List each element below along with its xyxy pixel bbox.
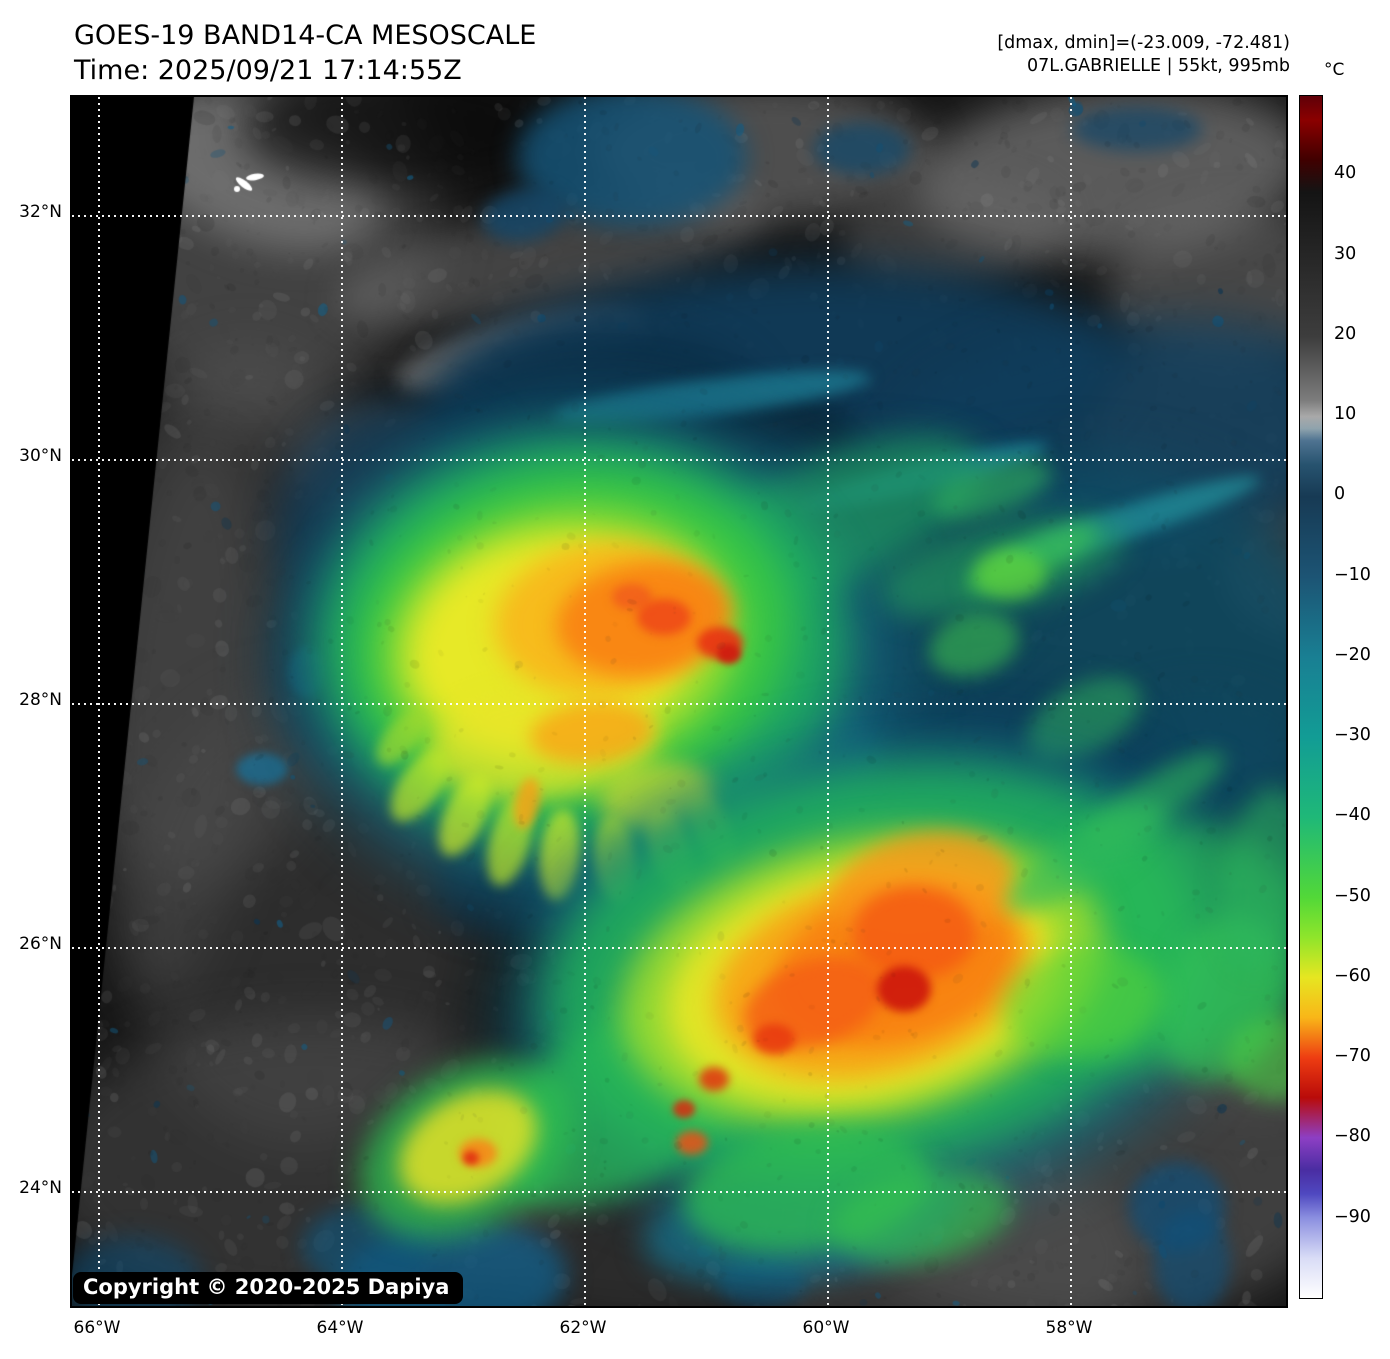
colorbar-tick-label: 20 (1334, 323, 1357, 344)
gridline-vertical (1070, 97, 1072, 1306)
colorbar-tick-label: −60 (1334, 965, 1371, 986)
colorbar-tick-label: −40 (1334, 805, 1371, 826)
colorbar-tick-label: 30 (1334, 243, 1357, 264)
lat-label: 28°N (19, 690, 62, 710)
colorbar-tick-label: −10 (1334, 564, 1371, 585)
colorbar-tick-label: −30 (1334, 725, 1371, 746)
temperature-colorbar (1299, 95, 1323, 1299)
gridline-horizontal (72, 703, 1286, 705)
lat-label: 30°N (19, 446, 62, 466)
gridline-vertical (584, 97, 586, 1306)
colorbar-tick-label: −90 (1334, 1206, 1371, 1227)
lon-label: 66°W (73, 1318, 121, 1338)
copyright-badge: Copyright © 2020-2025 Dapiya (73, 1272, 464, 1304)
dmax-dmin-readout: [dmax, dmin]=(-23.009, -72.481) (997, 33, 1290, 53)
colorbar-unit-label: °C (1324, 60, 1345, 80)
lon-label: 60°W (802, 1318, 850, 1338)
timestamp: Time: 2025/09/21 17:14:55Z (74, 55, 462, 87)
storm-info: 07L.GABRIELLE | 55kt, 995mb (1026, 56, 1290, 77)
colorbar-tick-label: −80 (1334, 1126, 1371, 1147)
gridline-horizontal (72, 1191, 1286, 1193)
title-block: GOES-19 BAND14-CA MESOSCALE Time: 2025/0… (74, 18, 536, 88)
lat-label: 24°N (19, 1178, 62, 1198)
lat-label: 32°N (19, 202, 62, 222)
info-block: [dmax, dmin]=(-23.009, -72.481) 07L.GABR… (997, 32, 1290, 78)
infrared-imagery-canvas (72, 97, 1286, 1306)
gridline-vertical (827, 97, 829, 1306)
colorbar-tick-label: 40 (1334, 163, 1357, 184)
gridline-vertical (341, 97, 343, 1306)
gridline-horizontal (72, 215, 1286, 217)
colorbar-tick-label: 0 (1334, 484, 1346, 505)
colorbar-tick-label: −20 (1334, 644, 1371, 665)
lon-label: 62°W (559, 1318, 607, 1338)
satellite-map: Copyright © 2020-2025 Dapiya (70, 95, 1288, 1308)
lon-label: 64°W (316, 1318, 364, 1338)
colorbar-tick-label: 10 (1334, 404, 1357, 425)
colorbar-tick-label: −50 (1334, 885, 1371, 906)
lon-label: 58°W (1045, 1318, 1093, 1338)
product-title: GOES-19 BAND14-CA MESOSCALE (74, 20, 537, 51)
colorbar-tick-label: −70 (1334, 1046, 1371, 1067)
gridline-vertical (98, 97, 100, 1306)
gridline-horizontal (72, 947, 1286, 949)
gridline-horizontal (72, 459, 1286, 461)
lat-label: 26°N (19, 934, 62, 954)
